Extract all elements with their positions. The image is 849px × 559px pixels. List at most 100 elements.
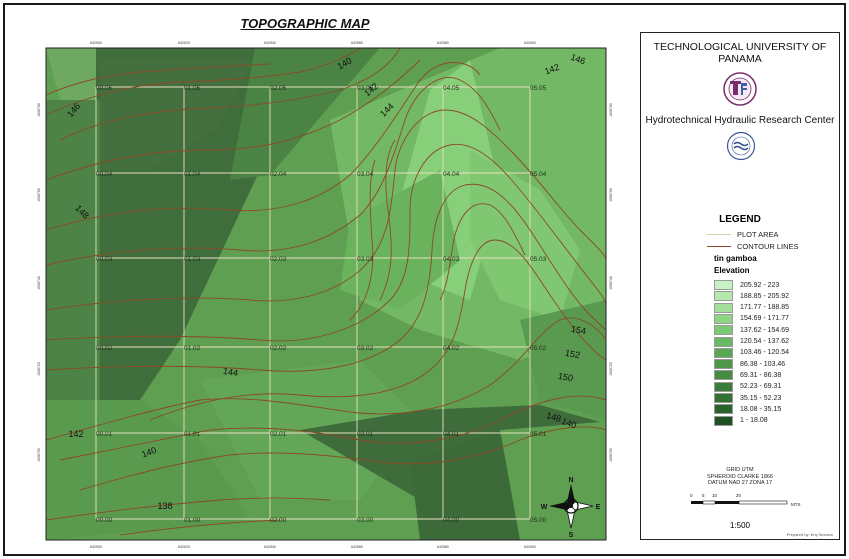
elevation-class-label: 188.85 - 205.92 xyxy=(740,292,790,300)
east-label: E xyxy=(596,504,601,511)
elevation-class-label: 137.62 - 154.69 xyxy=(740,326,790,334)
easting-label-bottom: 642520 xyxy=(178,545,190,549)
elevation-class-row: 120.54 - 137.62 xyxy=(714,336,790,347)
grid-cell-label: 01.01 xyxy=(184,431,201,438)
contour-label: 142 xyxy=(68,429,83,439)
elevation-swatch xyxy=(714,291,733,302)
elevation-swatch xyxy=(714,302,733,313)
prepared-by: Prepared by: Eny Serrano xyxy=(786,532,833,537)
northing-label-right: 1006740 xyxy=(609,276,613,290)
easting-label-top: 642580 xyxy=(437,41,449,45)
north-label: N xyxy=(568,477,573,484)
grid-cell-label: 01.04 xyxy=(184,171,201,178)
contour-label: 142 xyxy=(543,62,561,77)
grid-cell-label: 05.03 xyxy=(530,256,547,263)
coordinate-labels: 642500 642520 642540 642560 642580 642600 6425… xyxy=(37,41,613,549)
elevation-class-label: 154.69 - 171.77 xyxy=(740,315,790,323)
scale-unit: MTS xyxy=(791,502,801,507)
south-label: S xyxy=(569,532,574,539)
grid-cell-label: 04.01 xyxy=(443,431,460,438)
northing-label-left: 1006760 xyxy=(37,188,41,202)
grid-cell-label: 03.02 xyxy=(357,345,374,352)
grid-cell-label: 05.00 xyxy=(530,517,547,524)
grid-cell-label: 03.03 xyxy=(357,256,374,263)
easting-label-bottom: 642600 xyxy=(524,545,536,549)
grid-cell-label: 02.01 xyxy=(270,431,287,438)
elevation-swatch xyxy=(714,325,733,336)
northing-label-left: 1006700 xyxy=(37,448,41,462)
contour-swatch xyxy=(707,245,731,247)
contour-label: 140 xyxy=(560,416,578,431)
elevation-swatch xyxy=(714,336,733,347)
elevation-class-label: 171.77 - 188.85 xyxy=(740,304,790,312)
elevation-surface xyxy=(46,48,606,540)
grid-cell-label: 02.00 xyxy=(270,517,287,524)
grid-cell-label: 00.01 xyxy=(96,431,113,438)
contour-lines xyxy=(46,48,606,536)
elevation-swatch xyxy=(714,370,733,381)
elevation-class-row: 52.23 - 69.31 xyxy=(714,381,781,392)
easting-label-bottom: 642500 xyxy=(90,545,102,549)
elevation-class-label: 120.54 - 137.62 xyxy=(740,338,790,345)
contour-label: 150 xyxy=(557,371,574,383)
elevation-swatch xyxy=(714,359,733,370)
elevation-class-label: 1 - 18.08 xyxy=(740,417,768,425)
grid-cell-label: 04.00 xyxy=(443,517,460,524)
contour-label: 140 xyxy=(140,445,158,460)
grid-cell-label: 05.04 xyxy=(530,171,547,178)
grid-cell-label: 04.05 xyxy=(443,85,460,92)
elevation-class-label: 103.46 - 120.54 xyxy=(740,349,790,357)
grid-cell-label: 03.00 xyxy=(357,517,374,524)
university-logo-icon xyxy=(723,72,757,106)
northing-label-right: 1006700 xyxy=(609,448,613,462)
west-label: W xyxy=(541,504,548,511)
elevation-class-row: 35.15 - 52.23 xyxy=(714,393,781,403)
grid-cell-label: 03.04 xyxy=(357,171,374,178)
grid-cell-label: 02.05 xyxy=(270,85,287,92)
northing-label-left: 1006740 xyxy=(37,276,41,290)
elevation-class-row: 188.85 - 205.92 xyxy=(714,291,790,302)
contour-label: 154 xyxy=(570,324,587,336)
contour-lines-label: CONTOUR LINES xyxy=(737,241,799,251)
legend-plot-area: PLOT AREA xyxy=(707,229,779,239)
scale-ratio: 1:500 xyxy=(729,521,751,530)
easting-label-bottom: 642560 xyxy=(351,545,363,549)
plot-grid xyxy=(95,86,531,520)
elevation-class-label: 86.38 - 103.46 xyxy=(740,360,786,368)
contour-label: 148 xyxy=(545,410,562,424)
contour-label: 138 xyxy=(157,501,172,511)
elevation-class-row: 205.92 - 223 xyxy=(714,280,779,290)
grid-cell-label: 00.00 xyxy=(96,517,113,524)
north-arrow-icon: N S E W xyxy=(541,477,601,539)
datum: DATUM NAD 27 ZONA 17 xyxy=(707,480,773,486)
plot-area-swatch xyxy=(707,233,731,235)
elevation-swatch xyxy=(714,313,733,324)
contour-label: 146 xyxy=(569,52,587,67)
elevation-class-row: 86.38 - 103.46 xyxy=(714,359,786,370)
northing-label-right: 1006760 xyxy=(609,188,613,202)
grid-cell-label: 00.04 xyxy=(96,171,113,178)
grid-cell-label: 02.04 xyxy=(270,171,287,178)
grid-cell-label: 03.05 xyxy=(357,85,374,92)
easting-label-top: 642560 xyxy=(351,41,363,45)
elevation-class-row: 137.62 - 154.69 xyxy=(714,325,790,336)
elevation-class-label: 205.92 - 223 xyxy=(740,281,780,289)
northing-label-right: 1006780 xyxy=(609,103,613,117)
research-center-name: Hydrotechnical Hydraulic Research Center xyxy=(645,115,835,126)
grid-cell-label: 01.03 xyxy=(184,256,201,263)
easting-label-top: 642540 xyxy=(264,41,276,45)
elevation-swatch xyxy=(714,393,733,403)
plot-area-label: PLOT AREA xyxy=(737,229,779,239)
northing-label-left: 1006780 xyxy=(37,103,41,117)
elevation-class-row: 18.08 - 35.15 xyxy=(714,404,781,415)
layer-name: tin gamboa xyxy=(714,254,757,263)
map-title: TOPOGRAPHIC MAP xyxy=(240,16,370,31)
university-name: TECHNOLOGICAL UNIVERSITY OF PANAMA xyxy=(653,41,827,65)
scale-tick-20: 20 xyxy=(736,493,742,498)
spheroid: SPHEROID CLARKE 1866 xyxy=(706,473,774,480)
legend-contour-lines: CONTOUR LINES xyxy=(707,241,799,251)
scale-tick-5: 5 xyxy=(702,493,705,498)
grid-cell-label: 01.00 xyxy=(184,517,201,524)
grid-info: GRID UTM SPHEROID CLARKE 1866 DATUM NAD … xyxy=(641,467,839,487)
